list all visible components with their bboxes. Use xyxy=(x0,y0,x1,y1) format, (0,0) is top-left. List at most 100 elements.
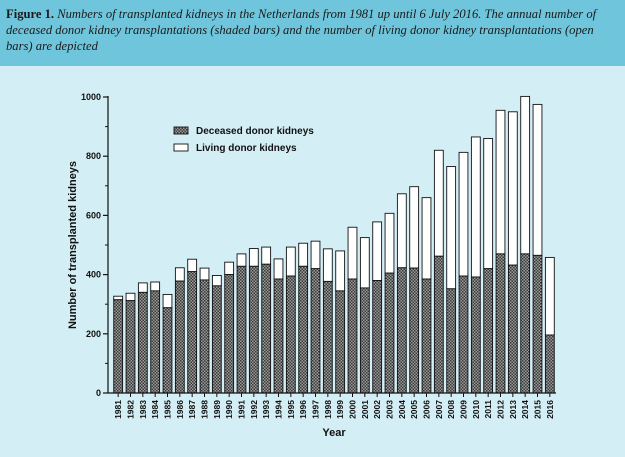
x-tick-label-2004: 2004 xyxy=(397,400,407,419)
bar-deceased-1994 xyxy=(273,278,284,394)
bar-living-1989 xyxy=(211,275,222,287)
x-tick-label-1995: 1995 xyxy=(286,400,296,419)
caption-text: Numbers of transplanted kidneys in the N… xyxy=(6,7,597,53)
bar-living-2009 xyxy=(458,151,469,277)
x-tick-label-1996: 1996 xyxy=(298,400,308,419)
bar-deceased-1993 xyxy=(261,263,272,394)
y-tick-label: 400 xyxy=(86,270,101,280)
bar-living-2005 xyxy=(409,186,420,269)
x-tick-label-1981: 1981 xyxy=(113,400,123,419)
bar-deceased-1995 xyxy=(285,275,296,394)
x-tick-label-2005: 2005 xyxy=(409,400,419,419)
bar-deceased-2015 xyxy=(532,254,543,394)
bar-deceased-2011 xyxy=(483,268,494,394)
x-tick-label-1986: 1986 xyxy=(175,400,185,419)
x-tick-label-2012: 2012 xyxy=(496,400,506,419)
x-tick-label-1994: 1994 xyxy=(274,400,284,419)
bar-deceased-1999 xyxy=(335,290,346,394)
legend-swatch-deceased xyxy=(173,126,189,135)
y-tick-label: 600 xyxy=(86,210,101,220)
bar-deceased-2013 xyxy=(507,264,518,394)
bar-living-2007 xyxy=(433,149,444,257)
bar-living-2003 xyxy=(384,212,395,274)
bar-living-2016 xyxy=(544,256,555,336)
x-tick-label-2011: 2011 xyxy=(483,400,493,419)
bar-deceased-1981 xyxy=(113,299,124,394)
bar-living-1998 xyxy=(322,248,333,282)
bar-living-1981 xyxy=(113,295,124,301)
y-tick-label: 1000 xyxy=(81,92,101,102)
bar-living-2012 xyxy=(495,109,506,255)
legend-label-deceased: Deceased donor kidneys xyxy=(196,126,314,137)
x-tick-label-2010: 2010 xyxy=(471,400,481,419)
x-tick-label-1982: 1982 xyxy=(126,400,136,419)
bar-deceased-1998 xyxy=(322,280,333,394)
chart-area: 1981 1982 1983 1984 1985 1986 1987 1988 1989 1990… xyxy=(0,66,625,457)
x-tick-label-1984: 1984 xyxy=(150,400,160,419)
bar-deceased-2012 xyxy=(495,253,506,394)
bar-deceased-1982 xyxy=(125,300,136,394)
bar-living-1988 xyxy=(199,267,210,281)
y-tick-label: 0 xyxy=(96,388,101,398)
bar-living-2002 xyxy=(372,221,383,281)
bar-living-1999 xyxy=(335,250,346,292)
x-tick-label-2015: 2015 xyxy=(533,400,543,419)
bar-deceased-1988 xyxy=(199,279,210,394)
bar-living-2006 xyxy=(421,197,432,280)
x-tick-label-2000: 2000 xyxy=(348,400,358,419)
bar-deceased-1992 xyxy=(248,265,259,394)
bar-deceased-1986 xyxy=(174,280,185,394)
bar-deceased-2014 xyxy=(520,253,531,394)
x-tick-label-2014: 2014 xyxy=(520,400,530,419)
bar-living-1991 xyxy=(236,253,247,267)
x-tick-label-1992: 1992 xyxy=(249,400,259,419)
bar-living-1995 xyxy=(285,246,296,277)
bar-deceased-1996 xyxy=(298,265,309,394)
bar-living-2004 xyxy=(396,193,407,269)
x-tick-label-1999: 1999 xyxy=(335,400,345,419)
legend-label-living: Living donor kidneys xyxy=(196,143,297,154)
bar-living-2014 xyxy=(520,95,531,255)
x-tick-label-2003: 2003 xyxy=(385,400,395,419)
bar-living-1996 xyxy=(298,242,309,267)
x-tick-label-2008: 2008 xyxy=(446,400,456,419)
bar-living-1983 xyxy=(137,282,148,293)
bar-deceased-2016 xyxy=(544,334,555,394)
bar-living-1994 xyxy=(273,258,284,280)
bar-deceased-1985 xyxy=(162,307,173,394)
bar-deceased-2006 xyxy=(421,278,432,394)
x-tick-label-1997: 1997 xyxy=(311,400,321,419)
caption-box: Figure 1. Numbers of transplanted kidney… xyxy=(0,0,625,66)
bar-living-1990 xyxy=(224,261,235,276)
bar-living-2013 xyxy=(507,111,518,266)
x-tick-label-1991: 1991 xyxy=(237,400,247,419)
x-tick-label-1993: 1993 xyxy=(261,400,271,419)
bar-living-1986 xyxy=(174,267,185,282)
x-tick-label-2013: 2013 xyxy=(508,400,518,419)
bar-living-2010 xyxy=(470,136,481,278)
bars-group xyxy=(113,95,555,394)
bar-deceased-1991 xyxy=(236,265,247,394)
x-tick-label-1998: 1998 xyxy=(323,400,333,419)
figure-label: Figure 1. xyxy=(6,7,55,21)
x-tick-label-1983: 1983 xyxy=(138,400,148,419)
bar-deceased-2007 xyxy=(433,255,444,394)
x-tick-label-2009: 2009 xyxy=(459,400,469,419)
bar-deceased-1983 xyxy=(137,291,148,394)
x-tick-label-2007: 2007 xyxy=(434,400,444,419)
x-tick-label-2002: 2002 xyxy=(372,400,382,419)
bar-living-2000 xyxy=(347,226,358,280)
bar-deceased-1987 xyxy=(187,271,198,394)
bar-deceased-1989 xyxy=(211,285,222,394)
bar-living-2011 xyxy=(483,137,494,270)
x-tick-label-2001: 2001 xyxy=(360,400,370,419)
bar-deceased-1984 xyxy=(150,290,161,394)
legend-swatch-living xyxy=(173,143,189,152)
bar-living-1985 xyxy=(162,293,173,309)
bar-living-2015 xyxy=(532,103,543,256)
y-tick-label: 200 xyxy=(86,329,101,339)
bar-living-1992 xyxy=(248,248,259,267)
bar-deceased-2008 xyxy=(446,288,457,394)
bar-deceased-1990 xyxy=(224,274,235,394)
bar-living-2001 xyxy=(359,237,370,289)
